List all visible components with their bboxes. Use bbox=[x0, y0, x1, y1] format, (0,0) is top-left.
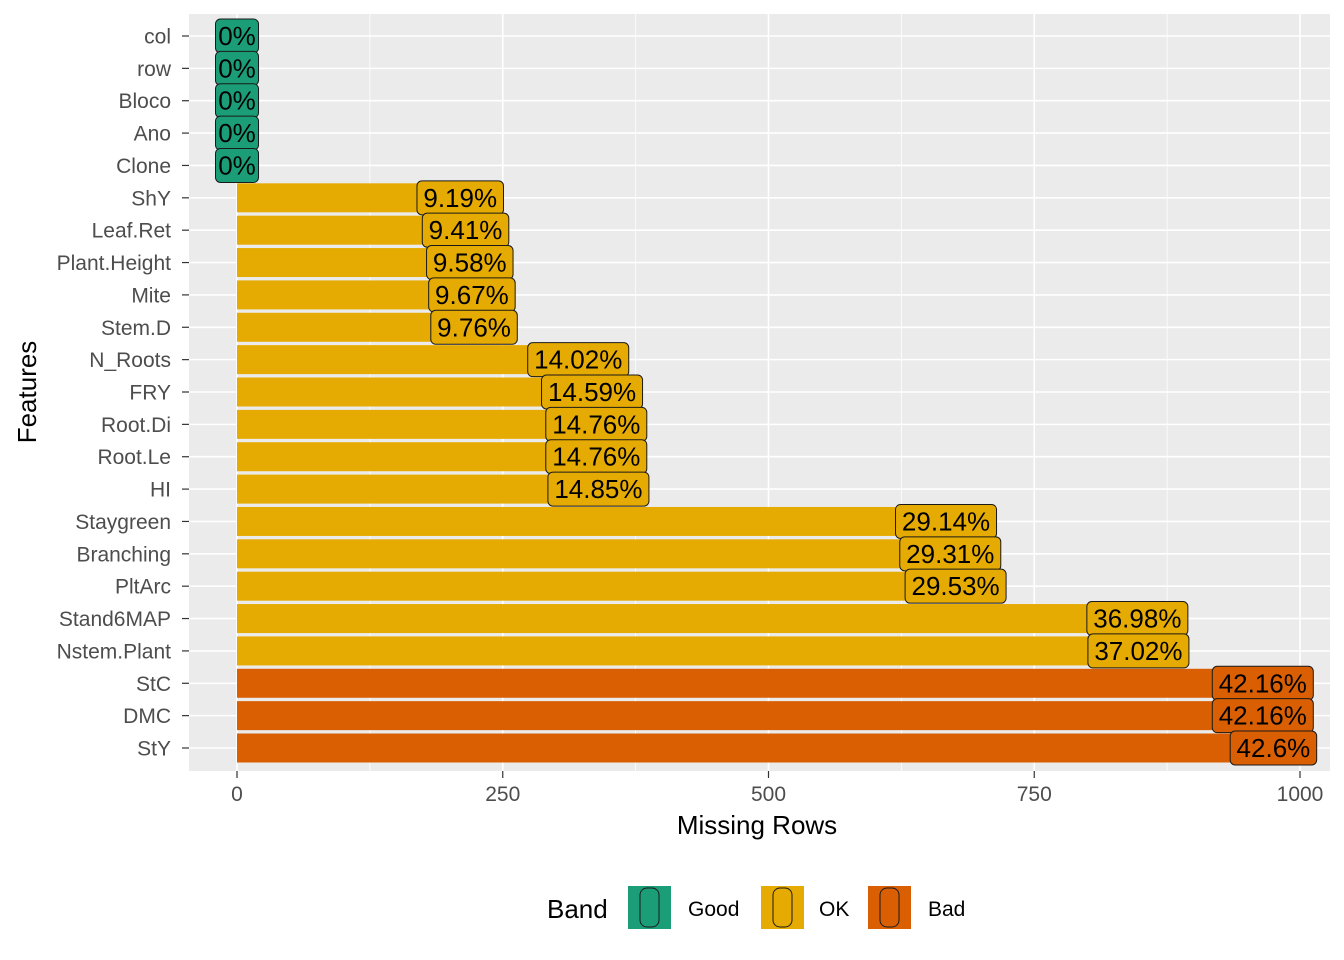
bar-value-label: 9.19% bbox=[423, 183, 497, 213]
bar-stand6map bbox=[237, 604, 1138, 634]
y-tick-label: Stand6MAP bbox=[59, 608, 171, 631]
bar-label-box bbox=[547, 471, 650, 507]
bar-value-label: 0% bbox=[218, 53, 256, 83]
bar-value-label: 9.41% bbox=[429, 215, 503, 245]
bar-fry bbox=[237, 377, 593, 407]
bar-value-label: 42.16% bbox=[1219, 701, 1307, 731]
bar-label-box bbox=[904, 568, 1007, 604]
bar-labels-group: 0%0%0%0%0%9.19%9.41%9.58%9.67%9.76%14.02… bbox=[215, 18, 1318, 766]
legend-key-glyph bbox=[879, 887, 900, 928]
y-tick-label: row bbox=[137, 58, 172, 81]
y-tick-label: ShY bbox=[131, 187, 171, 210]
bar-value-label: 29.31% bbox=[906, 539, 994, 569]
bar-branching bbox=[237, 539, 951, 569]
bar-value-label: 0% bbox=[218, 150, 256, 180]
bar-value-label: 14.59% bbox=[548, 377, 636, 407]
x-tick-label: 250 bbox=[485, 783, 520, 806]
bar-label-box bbox=[215, 147, 259, 183]
y-tick-label: Branching bbox=[76, 543, 171, 566]
bar-dmc bbox=[237, 701, 1263, 731]
bar-label-box bbox=[430, 309, 518, 345]
y-tick-label: StC bbox=[136, 673, 171, 696]
legend: Band Good OK Bad bbox=[547, 886, 965, 929]
bar-label-box bbox=[1229, 730, 1318, 766]
bar-value-label: 37.02% bbox=[1094, 636, 1182, 666]
legend-label-good: Good bbox=[688, 898, 739, 921]
legend-label-bad: Bad bbox=[928, 898, 965, 921]
y-tick-label: Ano bbox=[134, 123, 171, 146]
y-tick-label: FRY bbox=[129, 382, 171, 405]
bar-value-label: 14.76% bbox=[552, 409, 640, 439]
bar-value-label: 0% bbox=[218, 118, 256, 148]
x-tick-label: 750 bbox=[1017, 783, 1052, 806]
y-tick-label: Mite bbox=[131, 284, 171, 307]
x-tick-label: 0 bbox=[231, 783, 243, 806]
bar-value-label: 0% bbox=[218, 21, 256, 51]
y-tick-label: StY bbox=[137, 738, 171, 761]
bar-value-label: 29.14% bbox=[902, 506, 990, 536]
legend-key-glyph bbox=[772, 887, 793, 928]
bar-n-roots bbox=[237, 345, 579, 375]
bar-stc bbox=[237, 668, 1263, 698]
x-axis: 0 250 500 750 1000 bbox=[231, 771, 1323, 806]
bar-value-label: 36.98% bbox=[1093, 604, 1181, 634]
y-tick-label: Bloco bbox=[118, 90, 171, 113]
bar-value-label: 14.85% bbox=[554, 474, 642, 504]
x-tick-label: 1000 bbox=[1277, 783, 1324, 806]
bar-value-label: 9.58% bbox=[433, 248, 507, 278]
bar-root-di bbox=[237, 409, 597, 439]
y-tick-label: Plant.Height bbox=[57, 252, 172, 275]
y-axis: col row Bloco Ano Clone ShY Leaf.Ret Plant.Heig… bbox=[57, 26, 189, 761]
y-tick-label: Clone bbox=[116, 155, 171, 178]
bar-staygreen bbox=[237, 506, 947, 536]
bar-nstem-plant bbox=[237, 636, 1139, 666]
y-tick-label: HI bbox=[150, 479, 171, 502]
legend-title: Band bbox=[547, 894, 608, 924]
y-tick-label: PltArc bbox=[115, 576, 171, 599]
bar-label-box bbox=[1087, 633, 1190, 669]
bar-value-label: 42.6% bbox=[1237, 733, 1311, 763]
x-axis-title: Missing Rows bbox=[677, 810, 837, 840]
grid-lines bbox=[189, 14, 1330, 771]
legend-label-ok: OK bbox=[819, 898, 849, 921]
bar-hi bbox=[237, 474, 599, 504]
bar-root-le bbox=[237, 442, 597, 472]
y-tick-label: col bbox=[144, 26, 171, 49]
bar-value-label: 9.67% bbox=[435, 280, 509, 310]
bar-value-label: 0% bbox=[218, 86, 256, 116]
y-tick-label: Root.Di bbox=[101, 414, 171, 437]
bar-pltarc bbox=[237, 571, 956, 601]
bar-value-label: 14.02% bbox=[534, 345, 622, 375]
y-tick-label: Nstem.Plant bbox=[57, 640, 172, 663]
y-tick-label: Stem.D bbox=[101, 317, 171, 340]
bar-value-label: 14.76% bbox=[552, 442, 640, 472]
y-tick-label: N_Roots bbox=[89, 349, 171, 372]
y-tick-label: DMC bbox=[123, 705, 171, 728]
bar-value-label: 42.16% bbox=[1219, 668, 1307, 698]
bar-value-label: 9.76% bbox=[437, 312, 511, 342]
bar-sty bbox=[237, 733, 1274, 763]
y-tick-label: Root.Le bbox=[97, 446, 171, 469]
legend-key-glyph bbox=[639, 887, 660, 928]
y-tick-label: Staygreen bbox=[75, 511, 171, 534]
y-axis-title: Features bbox=[12, 341, 42, 444]
bar-value-label: 29.53% bbox=[911, 571, 999, 601]
x-tick-label: 500 bbox=[751, 783, 786, 806]
y-tick-label: Leaf.Ret bbox=[92, 220, 172, 243]
